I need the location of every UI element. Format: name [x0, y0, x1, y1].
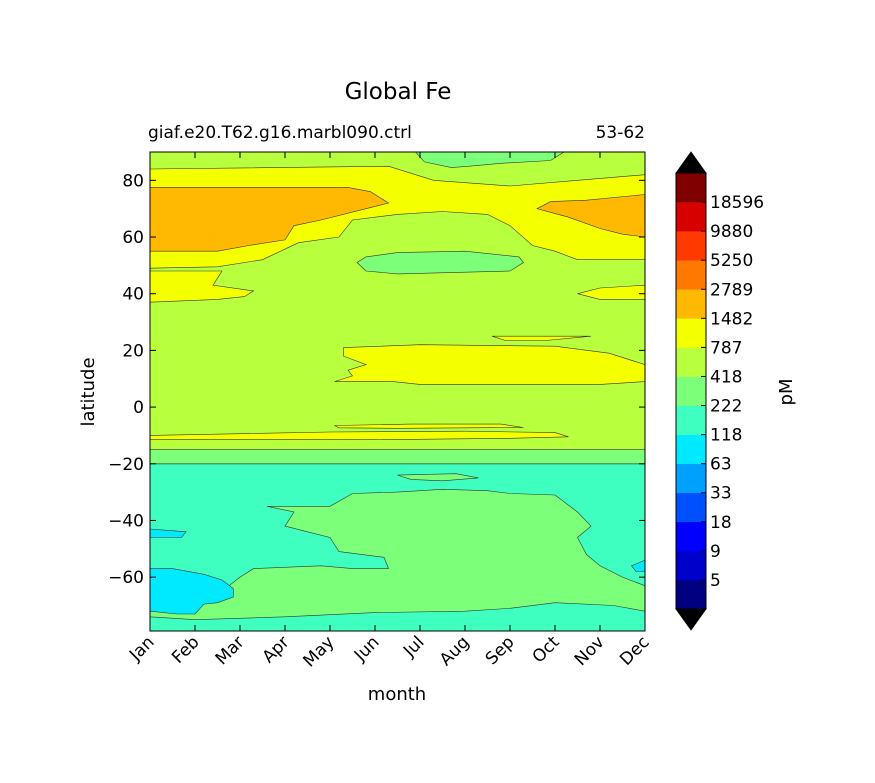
region-mid-222-418	[356, 250, 524, 275]
colorbar-segment	[676, 231, 706, 261]
y-axis-label: latitude	[78, 357, 99, 426]
region-sh-222-418-patch	[397, 473, 479, 482]
colorbar-tick-label: 1482	[710, 309, 753, 329]
region-eq-787-1482	[150, 430, 569, 440]
y-tick-label: 0	[133, 398, 144, 418]
colorbar-segment	[676, 318, 706, 348]
y-tick-label: −40	[108, 511, 144, 531]
colorbar-segment	[676, 202, 706, 232]
x-tick-label: Feb	[168, 632, 203, 667]
colorbar-tick-label: 9	[710, 542, 721, 562]
chart-subtitle-right: 53-62	[596, 123, 645, 143]
x-tick-label: Sep	[482, 632, 519, 669]
x-tick-label: Jul	[399, 632, 428, 661]
region-trop-787-1482-b	[491, 335, 592, 341]
colorbar-extend-min	[675, 608, 707, 631]
y-tick-label: 80	[122, 171, 144, 191]
colorbar-tick-label: 2789	[710, 280, 753, 300]
region-eq-222-418	[150, 449, 645, 465]
x-tick-label: Aug	[436, 632, 474, 670]
colorbar-tick-label: 5	[710, 571, 721, 591]
colorbar-segment	[676, 579, 706, 610]
colorbar-segment	[676, 173, 706, 203]
colorbar-frame	[675, 172, 707, 610]
x-tick-label: Jan	[125, 632, 158, 665]
x-tick-label: May	[300, 632, 339, 671]
colorbar-label: pM	[776, 379, 797, 406]
x-tick-label: Nov	[571, 632, 609, 670]
colorbar-segment	[676, 347, 706, 377]
colorbar-tick-label: 63	[710, 455, 732, 475]
x-tick-label: Mar	[212, 632, 249, 669]
colorbar-tick-label: 33	[710, 484, 732, 504]
y-tick-label: 40	[122, 285, 144, 305]
colorbar-segment	[676, 492, 706, 523]
colorbar-tick-label: 787	[710, 338, 742, 358]
x-tick-label: Apr	[259, 632, 294, 667]
x-tick-label: Oct	[529, 632, 564, 667]
colorbar-tick-label: 418	[710, 367, 742, 387]
region-jan-63-118	[150, 568, 234, 615]
colorbar-tick-label: 9880	[710, 222, 753, 242]
colorbar: 5 9 18 33 63 118 222 418 787 1482 2789 5250 9880 1859…	[675, 151, 764, 631]
x-axis-label: month	[368, 684, 426, 705]
y-tick-label: 60	[122, 228, 144, 248]
region-eq-787-1482-b	[334, 423, 524, 429]
region-north-787-1482-c	[150, 270, 255, 303]
region-dec-63-118	[631, 559, 645, 572]
contour-field	[150, 152, 645, 631]
colorbar-segment	[676, 260, 706, 290]
colorbar-extend-max	[675, 151, 707, 174]
y-tick-label: −60	[108, 568, 144, 588]
x-tick-label: Jun	[350, 632, 384, 666]
colorbar-segment	[676, 376, 706, 406]
colorbar-tick-label: 18	[710, 513, 732, 533]
region-south-222-418	[150, 488, 645, 621]
x-tick-label: Dec	[616, 632, 653, 669]
colorbar-tick-label: 5250	[710, 251, 753, 271]
region-jan-63-118-b	[150, 528, 187, 538]
colorbar-segment	[676, 434, 706, 464]
region-north-1482-2789-b	[536, 194, 645, 238]
colorbar-segment	[676, 521, 706, 552]
region-arctic-222-418	[415, 152, 565, 168]
colorbar-tick-label: 18596	[710, 193, 764, 213]
region-north-1482-2789	[150, 187, 390, 252]
colorbar-segment	[676, 405, 706, 435]
y-axis: 80 60 40 20 0 −20 −40 −60	[108, 171, 645, 588]
chart-title: Global Fe	[345, 79, 452, 105]
chart-subtitle-left: giaf.e20.T62.g16.marbl090.ctrl	[148, 123, 412, 143]
colorbar-tick-label: 222	[710, 397, 742, 417]
y-tick-label: −20	[108, 455, 144, 475]
plot-frame	[149, 151, 646, 632]
colorbar-segment	[676, 463, 706, 494]
y-tick-label: 20	[122, 341, 144, 361]
region-trop-787-1482	[334, 344, 645, 385]
colorbar-tick-label: 118	[710, 426, 742, 446]
colorbar-segment	[676, 550, 706, 581]
colorbar-segment	[676, 289, 706, 319]
